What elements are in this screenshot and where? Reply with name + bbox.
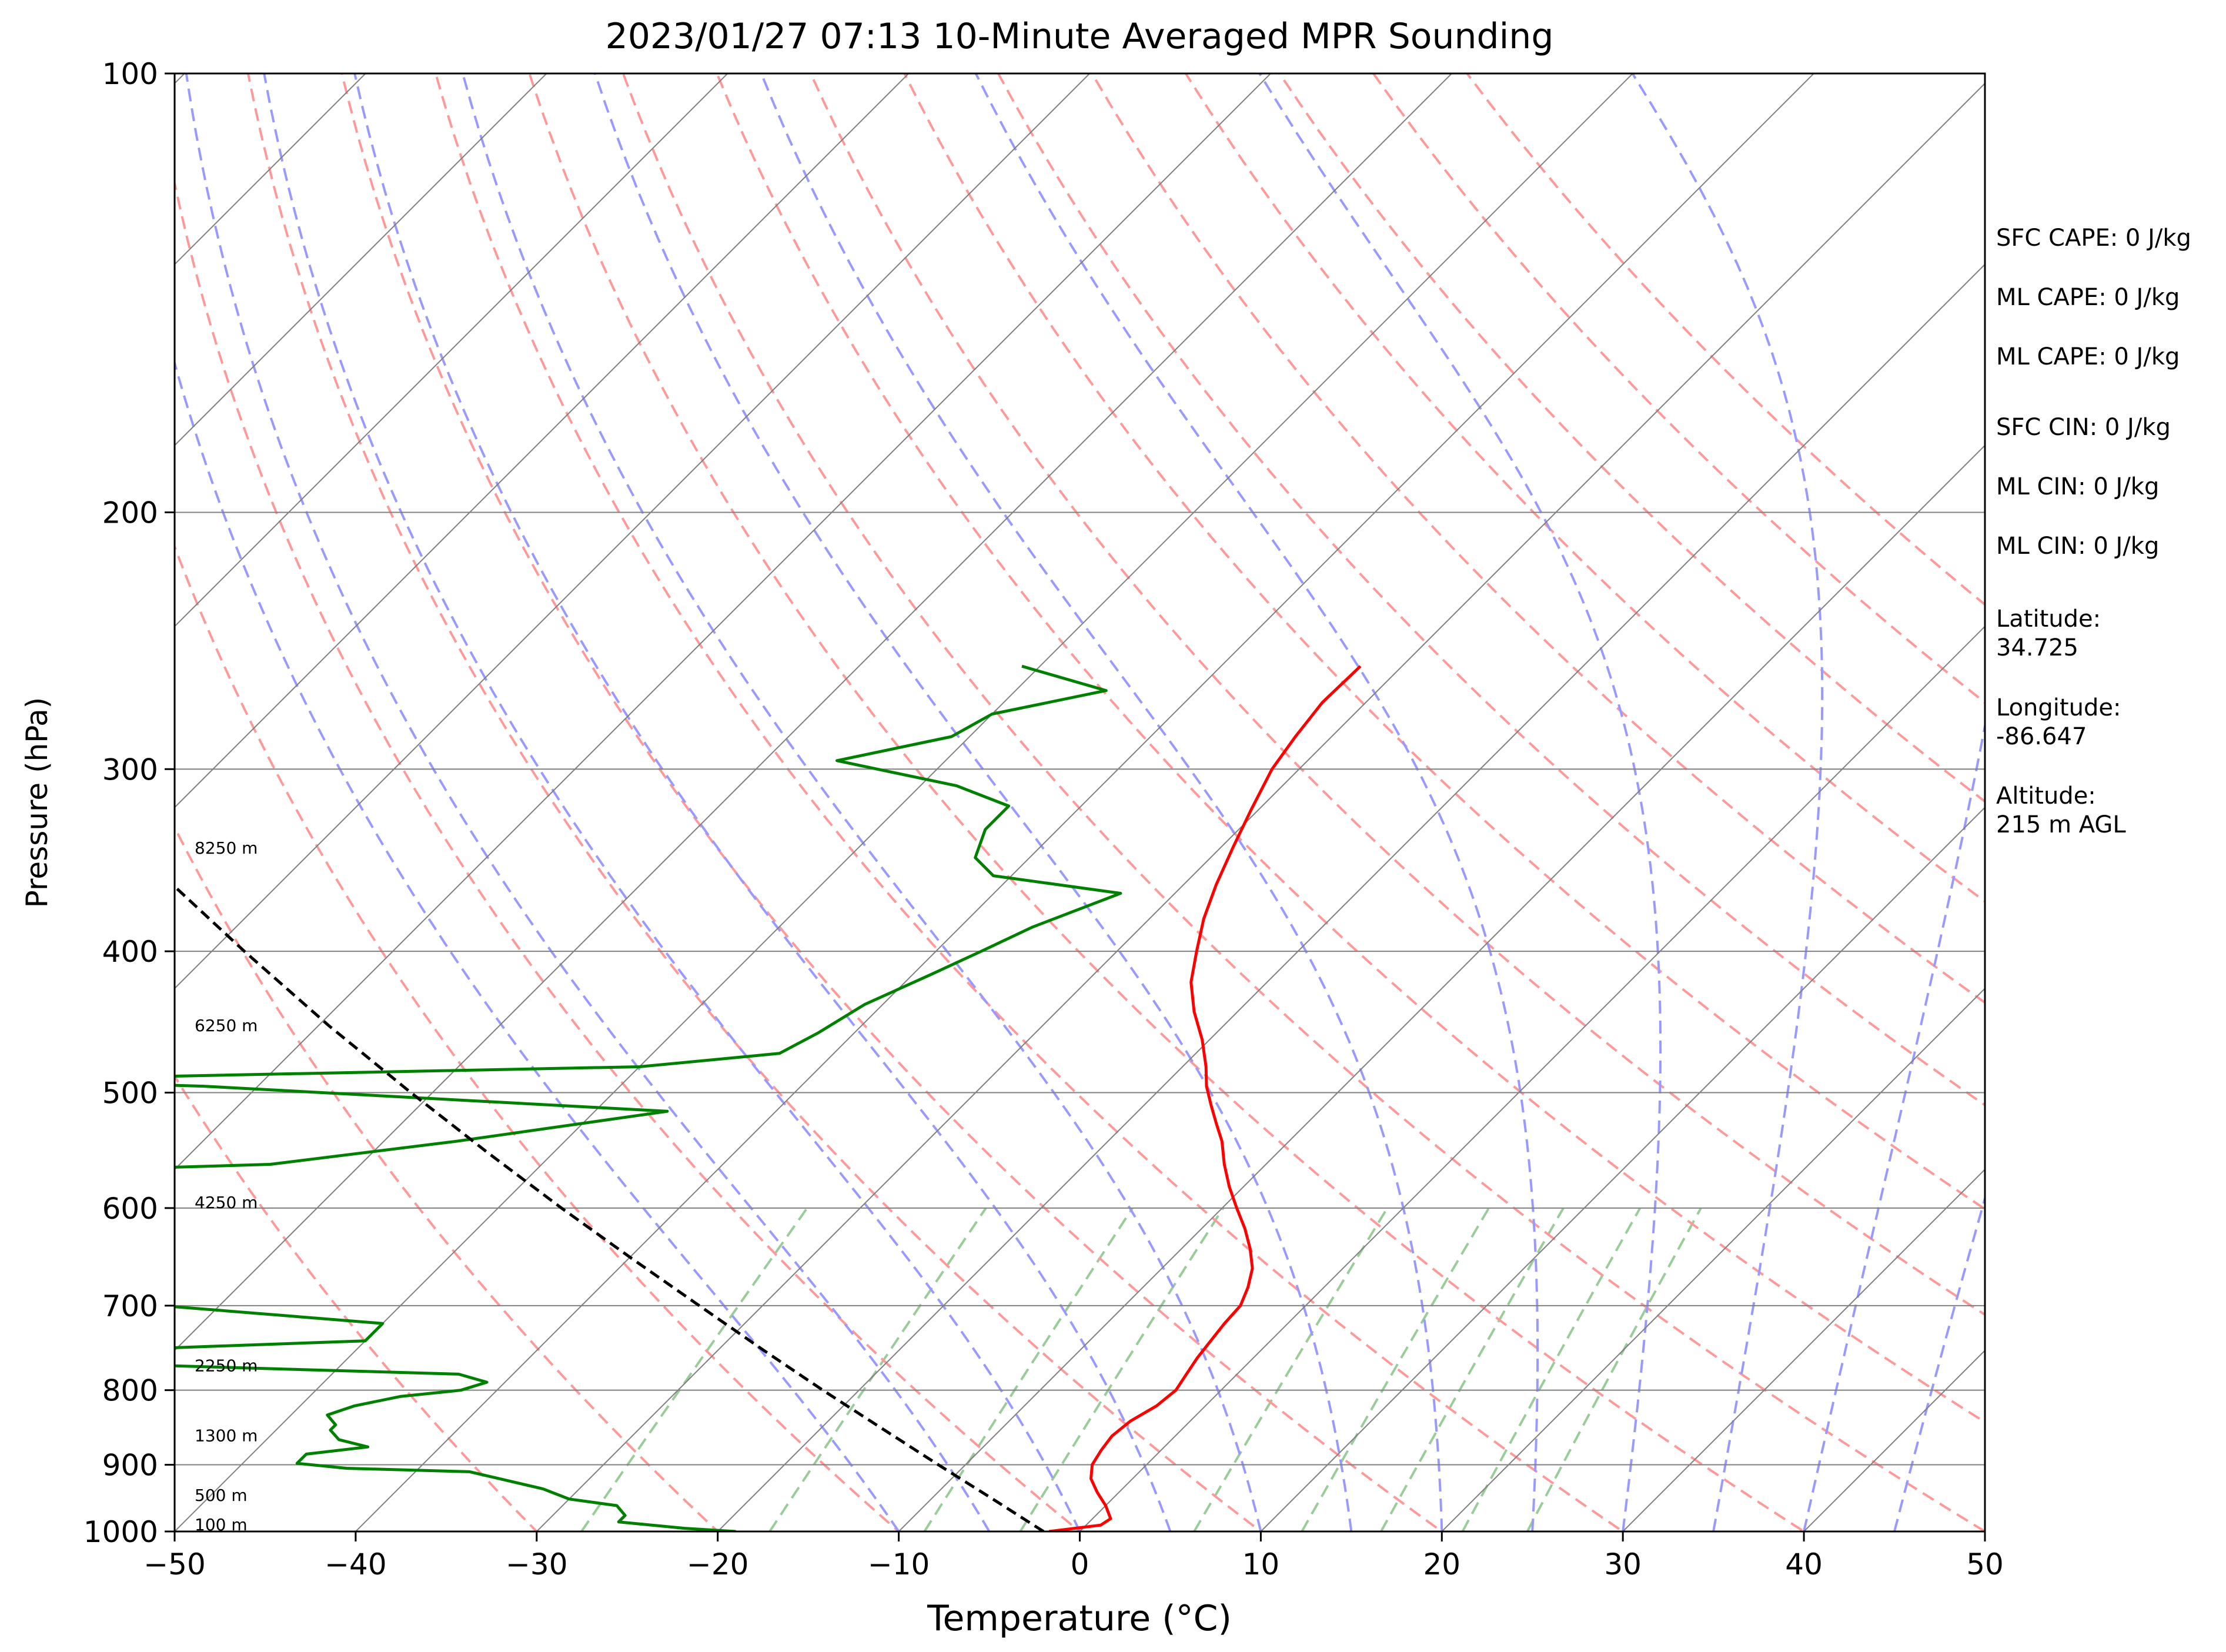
moist-adiabat [594, 73, 1353, 1531]
stat-value: 34.725 [1996, 634, 2078, 661]
height-label: 2250 m [195, 1356, 258, 1375]
isotherm-lines [175, 73, 1985, 1531]
moist-adiabat [1893, 1194, 1985, 1531]
y-tick-label: 1000 [83, 1515, 158, 1549]
y-axis-ticks: 100 200 300 400 500 600 700 800 900 1000 [83, 57, 175, 1549]
isobar-gridlines [175, 73, 1985, 1531]
dry-adiabat [716, 73, 1985, 1424]
stat-label: SFC CAPE: 0 J/kg [1996, 225, 2191, 252]
isotherm-line [175, 73, 910, 808]
x-tick-label: 30 [1604, 1547, 1642, 1581]
y-tick-label: 900 [102, 1449, 158, 1483]
y-tick-label: 100 [102, 57, 158, 91]
isotherm-line [536, 82, 1985, 1531]
moist-adiabat [1258, 73, 1662, 1531]
moist-adiabat-lines [175, 73, 1985, 1531]
dry-adiabat [246, 73, 1263, 1531]
dry-adiabat [175, 178, 1082, 1531]
y-tick-label: 600 [102, 1192, 158, 1226]
x-axis-label: Temperature (°C) [927, 1598, 1232, 1639]
isotherm-line [717, 263, 1985, 1531]
height-label: 100 m [195, 1515, 248, 1534]
dry-adiabat [175, 543, 901, 1531]
dry-adiabat [809, 73, 1985, 1316]
dry-adiabat [434, 73, 1625, 1531]
dewpoint-profile [175, 664, 1122, 1531]
height-label: 500 m [195, 1486, 248, 1505]
isotherm-line [1440, 987, 1985, 1531]
isotherm-line [175, 73, 1091, 989]
height-label: 4250 m [195, 1193, 258, 1212]
moist-adiabat [974, 73, 1539, 1531]
isotherm-line [1622, 1168, 1985, 1531]
height-labels: 100 m 500 m 1300 m 2250 m 4250 m 6250 m 8250 m [195, 838, 258, 1534]
isotherm-line [175, 73, 1634, 1531]
stats-panel: SFC CAPE: 0 J/kg ML CAPE: 0 J/kg ML CAPE: … [1996, 225, 2191, 838]
moist-adiabat [760, 73, 1443, 1531]
x-tick-label: 0 [1071, 1547, 1089, 1581]
stat-label: Altitude: [1996, 782, 2096, 810]
dry-adiabat [1278, 73, 1985, 803]
moist-adiabat [185, 73, 991, 1531]
y-tick-label: 800 [102, 1374, 158, 1408]
isotherm-line [175, 73, 1272, 1171]
isotherm-line [1259, 806, 1985, 1531]
stat-label: ML CIN: 0 J/kg [1996, 533, 2159, 560]
y-tick-label: 700 [102, 1289, 158, 1323]
chart-title: 2023/01/27 07:13 10-Minute Averaged MPR … [606, 16, 1554, 57]
dry-adiabat [175, 1074, 539, 1531]
plot-area: 100 m 500 m 1300 m 2250 m 4250 m 6250 m 8250 m [175, 73, 1985, 1534]
dry-adiabat [997, 73, 1985, 1107]
moist-adiabat [353, 73, 1172, 1531]
temperature-profile [1048, 665, 1362, 1531]
x-tick-label: −30 [506, 1547, 568, 1581]
y-tick-label: 400 [102, 935, 158, 969]
y-axis-label: Pressure (hPa) [20, 697, 54, 908]
mixing-ratio-line [1526, 1207, 1702, 1531]
y-tick-label: 500 [102, 1076, 158, 1110]
y-tick-label: 200 [102, 496, 158, 530]
x-tick-label: −10 [868, 1547, 930, 1581]
stat-label: ML CAPE: 0 J/kg [1996, 343, 2180, 370]
stat-label: ML CAPE: 0 J/kg [1996, 284, 2180, 311]
height-label: 6250 m [195, 1016, 258, 1035]
moist-adiabat [263, 73, 1081, 1531]
x-tick-label: 20 [1423, 1547, 1460, 1581]
x-tick-label: 10 [1242, 1547, 1280, 1581]
stat-value: 215 m AGL [1996, 811, 2126, 838]
x-tick-label: −50 [143, 1547, 206, 1581]
stat-label: Latitude: [1996, 606, 2101, 633]
height-label: 1300 m [195, 1426, 258, 1446]
dry-adiabat-lines [175, 73, 1985, 1531]
stat-label: SFC CIN: 0 J/kg [1996, 414, 2171, 441]
stat-label: Longitude: [1996, 694, 2121, 721]
x-tick-label: 40 [1785, 1547, 1823, 1581]
dry-adiabat [621, 73, 1985, 1531]
moist-adiabat [1803, 720, 1985, 1531]
dry-adiabat [175, 825, 720, 1531]
isotherm-line [898, 444, 1985, 1531]
x-tick-label: −40 [325, 1547, 387, 1581]
moist-adiabat [175, 359, 900, 1531]
height-label: 8250 m [195, 838, 258, 858]
moist-adiabat [1631, 73, 1824, 1531]
dry-adiabat [340, 73, 1444, 1531]
x-axis-ticks: −50 −40 −30 −20 −10 0 10 20 30 40 50 [143, 1531, 2004, 1581]
isotherm-line [355, 73, 1815, 1531]
isotherm-line [175, 73, 548, 447]
stat-label: ML CIN: 0 J/kg [1996, 473, 2159, 500]
x-tick-label: 50 [1966, 1547, 2004, 1581]
sounding-profiles [175, 664, 1362, 1531]
isotherm-line [175, 73, 728, 627]
moist-adiabat [462, 73, 1262, 1531]
dry-adiabat [528, 73, 1806, 1531]
dry-adiabat [1184, 73, 1985, 903]
isotherm-line [1079, 626, 1985, 1531]
y-tick-label: 300 [102, 753, 158, 787]
x-tick-label: −20 [687, 1547, 749, 1581]
stat-value: -86.647 [1996, 723, 2087, 750]
